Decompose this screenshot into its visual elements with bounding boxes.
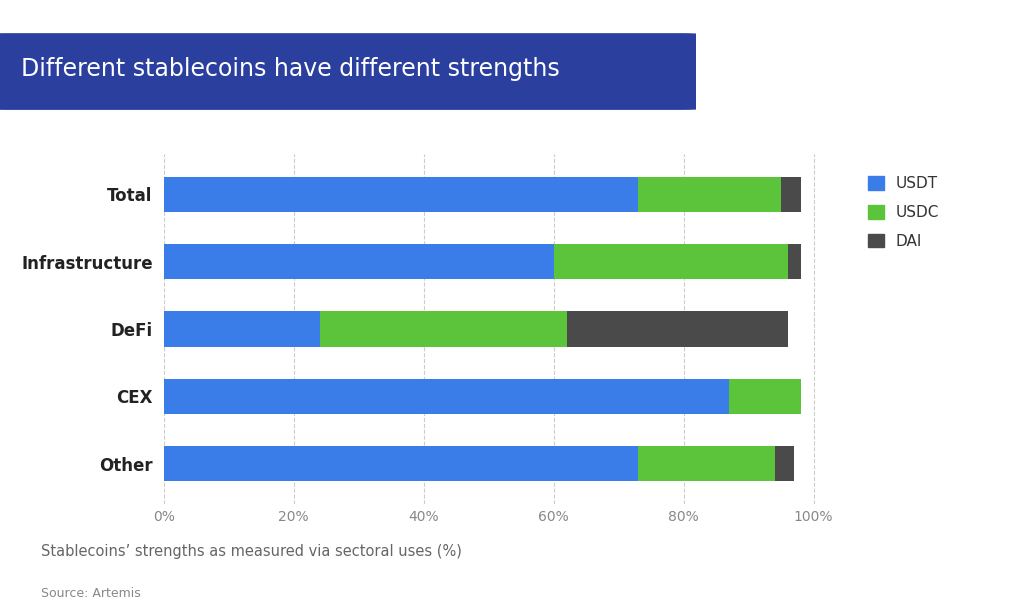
Bar — [164, 379, 729, 414]
Bar — [554, 244, 787, 279]
Bar — [164, 177, 638, 212]
Bar — [164, 311, 319, 347]
Bar — [775, 446, 795, 482]
Text: Source: Artemis: Source: Artemis — [41, 587, 140, 600]
Text: Stablecoins’ strengths as measured via sectoral uses (%): Stablecoins’ strengths as measured via s… — [41, 544, 462, 559]
Bar — [164, 244, 554, 279]
Bar — [164, 446, 638, 482]
Bar — [781, 177, 801, 212]
Text: Different stablecoins have different strengths: Different stablecoins have different str… — [20, 57, 560, 81]
Bar — [566, 311, 787, 347]
Bar — [319, 311, 566, 347]
FancyBboxPatch shape — [0, 33, 711, 110]
Bar — [729, 379, 801, 414]
Bar — [787, 244, 801, 279]
Bar — [638, 446, 775, 482]
Legend: USDT, USDC, DAI: USDT, USDC, DAI — [861, 169, 947, 256]
Bar — [638, 177, 781, 212]
